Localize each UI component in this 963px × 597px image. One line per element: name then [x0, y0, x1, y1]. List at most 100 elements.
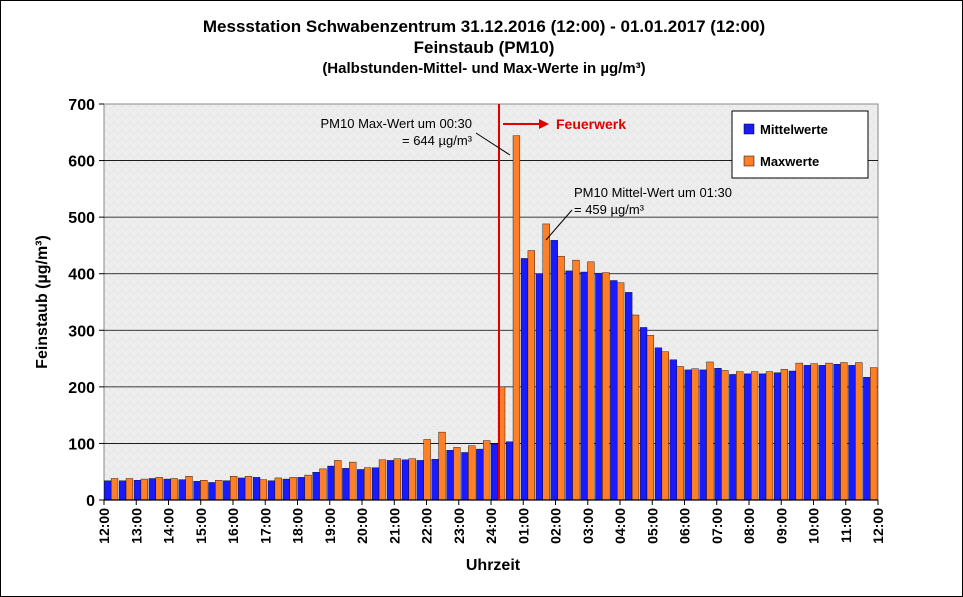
bar-maxwert: [542, 223, 550, 501]
bar-maxwert: [721, 370, 729, 501]
bar-maxwert: [870, 367, 878, 501]
bar-mittelwert: [714, 367, 722, 501]
bar-maxwert: [170, 478, 178, 501]
max-annotation-line1: PM10 Max-Wert um 00:30: [321, 116, 472, 131]
bar-maxwert: [319, 468, 327, 501]
legend-box: [731, 110, 869, 179]
bar-mittelwert: [610, 280, 618, 501]
y-tick-label: 600: [68, 154, 95, 171]
bar-mittelwert: [446, 450, 454, 501]
bar-maxwert: [483, 440, 491, 501]
bar-mittelwert: [223, 480, 231, 501]
bar-maxwert: [602, 272, 610, 501]
bar-mittelwert: [386, 460, 395, 501]
event-label: Feuerwerk: [556, 116, 626, 132]
bar-mittelwert: [327, 465, 335, 501]
bar-mittelwert: [729, 374, 737, 501]
bar-mittelwert: [535, 273, 543, 501]
y-tick-label: 700: [68, 97, 95, 114]
bar-maxwert: [855, 362, 863, 501]
bar-mittelwert: [699, 369, 707, 501]
chart-subtitle-units: (Halbstunden-Mittel- und Max-Werte in µg…: [322, 60, 645, 77]
bar-mittelwert: [654, 347, 663, 501]
bar-maxwert: [706, 361, 714, 501]
bar-mittelwert: [491, 443, 499, 501]
x-tick-label: 01:00: [515, 508, 531, 544]
event-arrow-head: [539, 119, 549, 129]
bar-maxwert: [661, 351, 669, 501]
bar-mittelwert: [833, 364, 841, 501]
bar-mittelwert: [312, 472, 320, 501]
legend-swatch-maxwerte: [743, 155, 755, 167]
bar-mittelwert: [803, 365, 811, 501]
bar-mittelwert: [863, 377, 871, 501]
bar-mittelwert: [505, 441, 514, 501]
x-tick-label: 15:00: [193, 508, 209, 544]
x-tick-label: 04:00: [612, 508, 628, 544]
bar-mittelwert: [818, 365, 826, 501]
gridlines: [104, 160, 878, 444]
bar-maxwert: [765, 371, 774, 501]
bar-maxwert: [304, 474, 312, 501]
x-tick-label: 22:00: [419, 508, 435, 544]
x-tick-label: 07:00: [709, 508, 725, 544]
bar-maxwert: [840, 362, 848, 501]
bar-mittelwert: [163, 478, 171, 501]
bar-mittelwert: [148, 478, 156, 501]
bar-mittelwert: [282, 478, 290, 501]
y-tick-label: 500: [68, 210, 95, 227]
bar-maxwert: [676, 366, 684, 501]
bar-mittelwert: [580, 271, 588, 501]
chart-title: Messstation Schwabenzentrum 31.12.2016 (…: [203, 17, 765, 36]
x-tick-label: 23:00: [451, 508, 467, 544]
mean-annotation-line1: PM10 Mittel-Wert um 01:30: [574, 185, 732, 200]
legend: Mittelwerte Maxwerte: [731, 110, 869, 179]
x-axis-ticks: 12:00 13:00 14:00 15:00 16:00 17:00 18:00 19:00…: [96, 500, 886, 544]
x-tick-label: 17:00: [257, 508, 273, 544]
x-tick-label: 06:00: [677, 508, 693, 544]
bar-mittelwert: [431, 459, 439, 501]
bar-mittelwert: [476, 448, 484, 501]
y-axis-label: Feinstaub (µg/m³): [34, 235, 51, 369]
x-tick-label: 20:00: [354, 508, 370, 544]
max-annotation-leader: [475, 132, 511, 156]
y-tick-label: 400: [68, 267, 95, 284]
bar-maxwert: [646, 335, 655, 501]
x-tick-label: 13:00: [128, 508, 144, 544]
bar-mittelwert: [401, 459, 410, 501]
x-tick-label: 08:00: [741, 508, 757, 544]
legend-label-maxwerte: Maxwerte: [760, 154, 819, 169]
bar-mittelwert: [773, 372, 782, 501]
bar-mittelwert: [788, 370, 797, 501]
bar-maxwert: [140, 478, 148, 501]
bar-mittelwert: [669, 359, 677, 501]
bar-maxwert: [125, 478, 134, 501]
bar-maxwert: [110, 478, 119, 501]
x-tick-label: 12:00: [870, 508, 886, 544]
bar-mittelwert: [416, 460, 424, 501]
bar-mittelwert: [118, 480, 127, 501]
x-tick-label: 16:00: [225, 508, 241, 544]
bar-mittelwert: [208, 482, 216, 501]
x-tick-label: 05:00: [644, 508, 660, 544]
bar-maxwert: [795, 362, 803, 501]
bar-mittelwert: [267, 480, 276, 501]
bar-mittelwert: [520, 258, 529, 501]
bar-maxwert: [557, 255, 565, 501]
bar-mittelwert: [193, 481, 201, 501]
bar-maxwert: [334, 460, 342, 501]
x-tick-label: 19:00: [322, 508, 338, 544]
bar-mittelwert: [595, 272, 603, 501]
bar-mittelwert: [342, 468, 350, 501]
bar-mittelwert: [461, 452, 469, 501]
bar-maxwert: [438, 431, 446, 501]
bar-maxwert: [512, 135, 521, 501]
x-axis-label: Uhrzeit: [466, 557, 521, 574]
bar-maxwert: [691, 368, 699, 501]
bar-maxwert: [810, 363, 818, 501]
bar-maxwert: [572, 259, 580, 501]
y-axis-ticks: 0 100 200 300 400 500 600 700: [68, 97, 104, 510]
x-tick-label: 02:00: [548, 508, 564, 544]
bar-maxwert: [527, 250, 535, 501]
x-tick-label: 12:00: [96, 508, 112, 544]
